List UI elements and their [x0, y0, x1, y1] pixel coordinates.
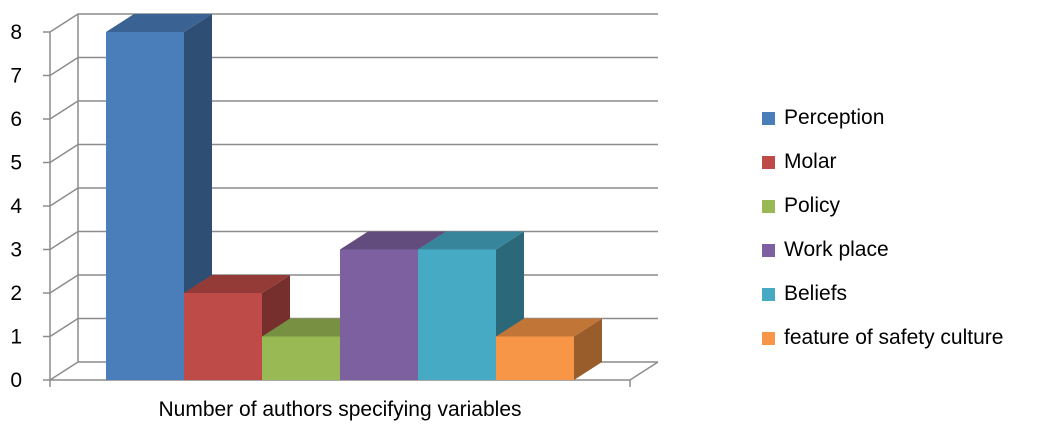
bar-feature-of-safety-culture [496, 318, 602, 380]
legend-swatch [762, 199, 775, 213]
legend-swatch [762, 331, 775, 345]
legend-label: Work place [784, 238, 889, 261]
gridline [49, 143, 658, 164]
bar-beliefs [418, 231, 524, 380]
legend-label: Molar [784, 150, 837, 173]
legend: Perception Molar Policy Work place Beliefs fe… [762, 96, 1003, 360]
legend-item: Perception [762, 96, 1003, 140]
legend-swatch [762, 111, 775, 125]
y-tick-label: 1 [10, 326, 22, 349]
legend-swatch [762, 243, 775, 257]
legend-item: Molar [762, 140, 1003, 184]
legend-label: feature of safety culture [784, 326, 1004, 349]
y-tick-label: 0 [10, 369, 22, 392]
bars [106, 14, 602, 380]
y-tick-label: 5 [10, 152, 22, 175]
legend-swatch [762, 287, 775, 301]
gridline [49, 100, 658, 120]
y-axis: 0 1 2 3 4 5 6 7 8 [10, 21, 631, 392]
gridline [49, 56, 658, 77]
gridline [49, 187, 658, 207]
x-axis-label: Number of authors specifying variables [158, 398, 521, 421]
y-tick-label: 3 [10, 239, 22, 262]
y-tick-label: 2 [10, 282, 22, 305]
legend-item: Work place [762, 228, 1003, 272]
legend-item: Policy [762, 184, 1003, 228]
y-tick-label: 8 [10, 21, 22, 44]
y-tick-label: 4 [10, 195, 22, 218]
legend-item: feature of safety culture [762, 316, 1003, 360]
gridline [49, 13, 658, 33]
y-tick-label: 7 [10, 65, 22, 88]
legend-label: Beliefs [784, 282, 848, 305]
legend-label: Perception [784, 106, 885, 129]
y-tick-label: 6 [10, 108, 22, 131]
legend-item: Beliefs [762, 272, 1003, 316]
legend-label: Policy [784, 194, 841, 217]
legend-swatch [762, 155, 775, 169]
